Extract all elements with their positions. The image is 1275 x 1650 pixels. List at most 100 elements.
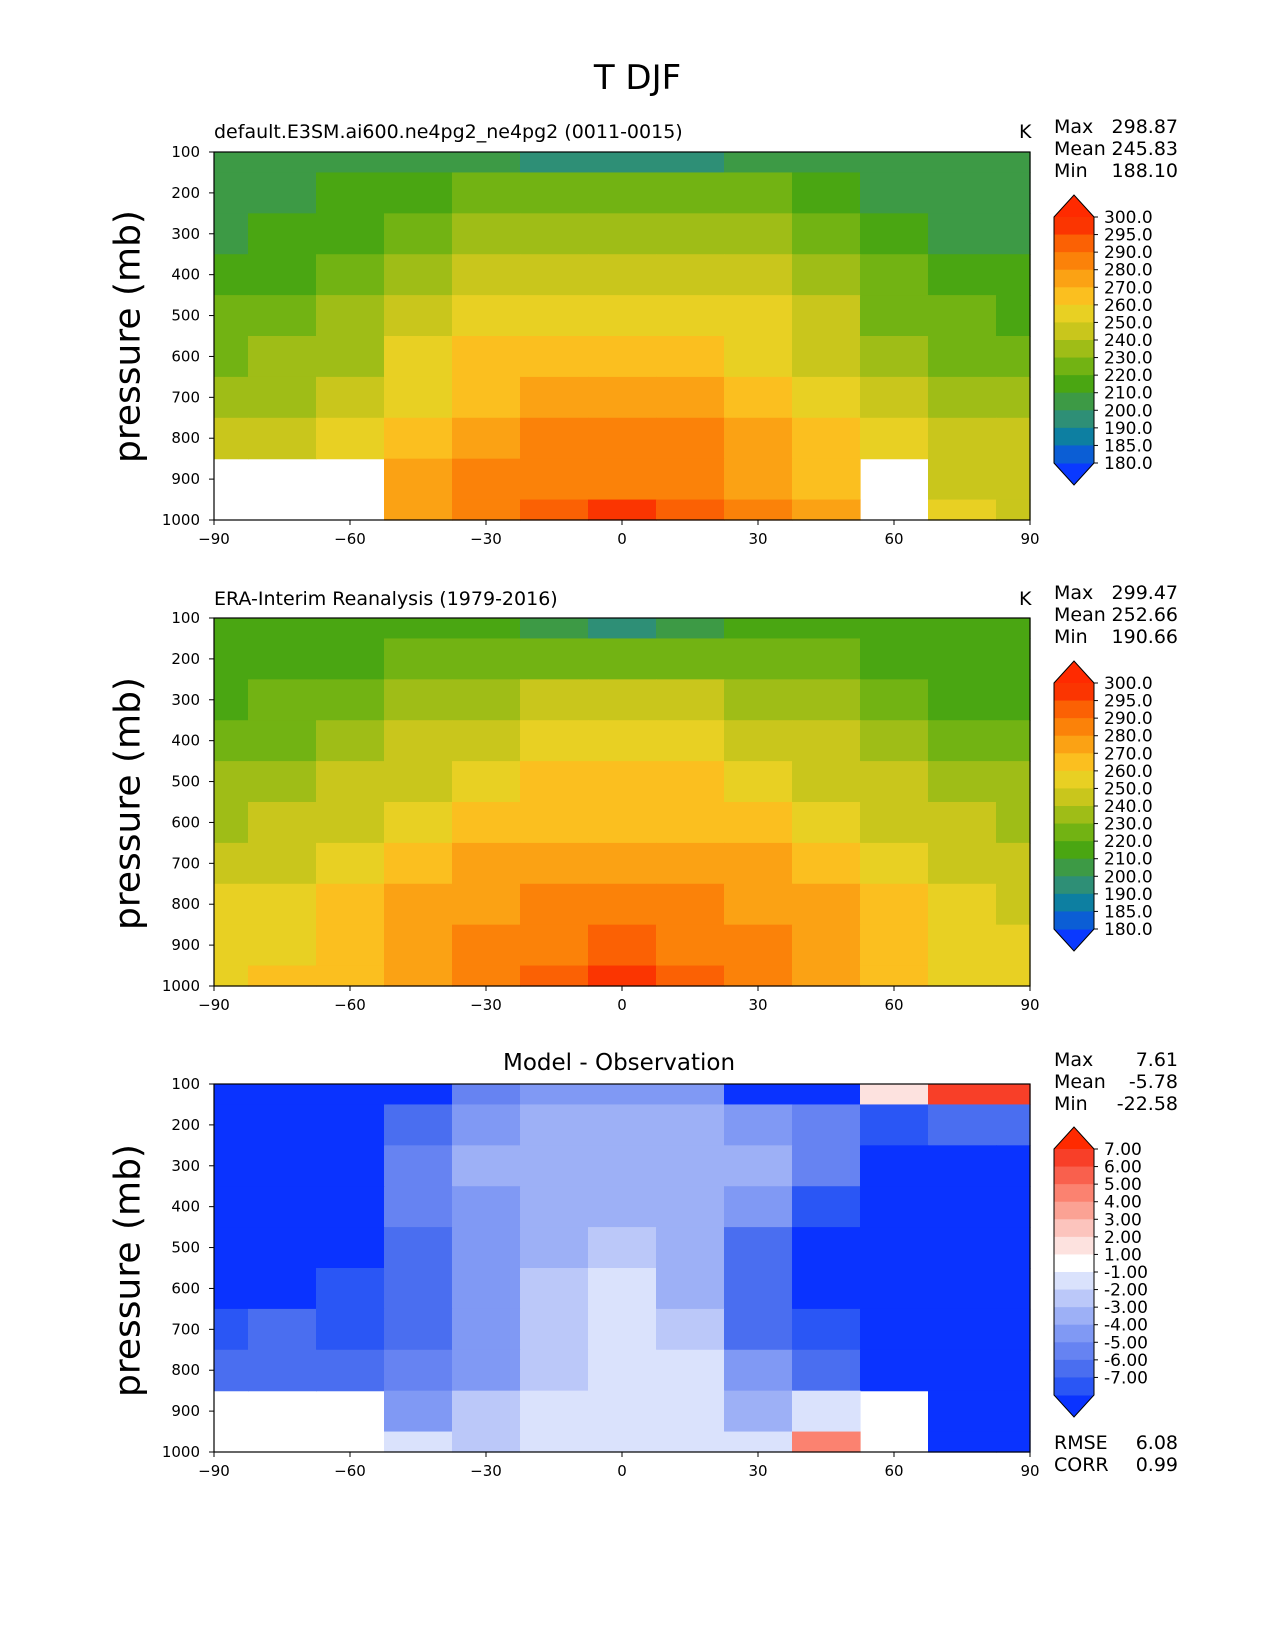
heatmap-cell xyxy=(452,618,521,640)
heatmap-cell xyxy=(996,1186,1031,1228)
heatmap-cell xyxy=(588,924,657,967)
heatmap-cell xyxy=(316,1145,385,1187)
colorbar-label: -1.00 xyxy=(1104,1263,1148,1283)
heatmap-cell xyxy=(928,172,997,214)
heatmap-cell xyxy=(520,152,589,174)
heatmap-cell xyxy=(520,1104,589,1146)
heatmap-cell xyxy=(996,417,1031,460)
heatmap-cell xyxy=(656,1227,725,1269)
y-tick-label: 800 xyxy=(171,429,200,447)
heatmap-cell xyxy=(520,618,589,640)
x-tick-label: −90 xyxy=(198,996,230,1014)
heatmap-cell xyxy=(248,172,317,214)
heatmap-cell xyxy=(214,213,249,255)
heatmap-cell xyxy=(792,254,861,296)
heatmap-cell xyxy=(724,618,793,640)
heatmap-cell xyxy=(928,638,997,680)
heatmap-cell xyxy=(248,152,317,174)
heatmap-cell xyxy=(316,1186,385,1228)
heatmap-cell xyxy=(588,1084,657,1106)
heatmap-cell xyxy=(452,1390,521,1433)
heatmap-cell xyxy=(316,417,385,460)
heatmap-cell xyxy=(214,924,249,967)
heatmap-cell xyxy=(452,254,521,296)
heatmap-cell xyxy=(588,1308,657,1351)
heatmap-cell xyxy=(316,883,385,926)
heatmap-cell xyxy=(452,295,521,337)
heatmap-cell xyxy=(724,458,793,501)
x-tick-label: 30 xyxy=(748,1462,767,1480)
heatmap-panel-3: −90 −60 −30 0 30 60 90 100 200 300 400 500 600 700 800… xyxy=(162,1075,1040,1480)
heatmap-cell xyxy=(588,720,657,762)
heatmap-cell xyxy=(656,336,725,378)
colorbar-label: 180.0 xyxy=(1104,920,1153,940)
heatmap-cell xyxy=(724,1268,793,1310)
colorbar-segment xyxy=(1054,410,1094,429)
y-tick-label: 600 xyxy=(171,347,200,365)
heatmap-cell xyxy=(928,213,997,255)
heatmap-cell xyxy=(724,172,793,214)
heatmap-cell xyxy=(384,1390,453,1433)
heatmap-cell xyxy=(520,842,589,885)
heatmap-cell xyxy=(792,1349,861,1392)
heatmap-cell xyxy=(860,965,929,987)
heatmap-cell xyxy=(452,1145,521,1187)
heatmap-cell xyxy=(860,883,929,926)
heatmap-cell xyxy=(996,802,1031,844)
colorbar-label: -7.00 xyxy=(1104,1368,1148,1388)
heatmap-cell xyxy=(724,1308,793,1351)
heatmap-cell xyxy=(996,254,1031,296)
colorbar-label: 295.0 xyxy=(1104,226,1153,246)
heatmap-cell xyxy=(724,1084,793,1106)
heatmap-cell xyxy=(860,1227,929,1269)
colorbar-segment xyxy=(1054,841,1094,860)
heatmap-cell xyxy=(452,1268,521,1310)
colorbar-extend-max xyxy=(1054,1127,1094,1149)
colorbar-segment xyxy=(1054,1272,1094,1291)
heatmap-cell xyxy=(792,499,861,521)
heatmap-cell xyxy=(316,295,385,337)
colorbar-segment xyxy=(1054,1219,1094,1238)
heatmap-cell xyxy=(724,254,793,296)
panel-3-stats: Max 7.61 Mean -5.78 Min -22.58 xyxy=(1054,1049,1178,1115)
colorbar-label: 230.0 xyxy=(1104,349,1153,369)
colorbar-segment xyxy=(1054,1254,1094,1273)
colorbar-outline xyxy=(1053,1126,1095,1418)
heatmap-cell xyxy=(996,965,1031,987)
x-tick-label: 0 xyxy=(617,996,627,1014)
colorbar-extend-max xyxy=(1054,661,1094,683)
heatmap-cell xyxy=(452,1186,521,1228)
colorbar-1: 300.0295.0290.0280.0270.0260.0250.0240.0… xyxy=(1053,194,1153,486)
panel-3-title: Model - Observation xyxy=(503,1050,736,1076)
heatmap-cell xyxy=(928,679,997,721)
colorbar-segment xyxy=(1054,718,1094,737)
heatmap-cell xyxy=(248,842,317,885)
heatmap-cell xyxy=(928,1308,997,1351)
heatmap-cell xyxy=(316,254,385,296)
heatmap-cell xyxy=(214,720,249,762)
x-tick-label: −60 xyxy=(334,1462,366,1480)
heatmap-cell xyxy=(656,213,725,255)
heatmap-cell xyxy=(384,213,453,255)
heatmap-cell xyxy=(656,376,725,419)
heatmap-cell xyxy=(724,761,793,803)
y-tick-label: 300 xyxy=(171,225,200,243)
heatmap-cell xyxy=(792,376,861,419)
heatmap-cell xyxy=(656,254,725,296)
heatmap-cell xyxy=(452,842,521,885)
heatmap-cell xyxy=(384,1084,453,1106)
heatmap-cell xyxy=(248,1186,317,1228)
heatmap-cell xyxy=(384,336,453,378)
heatmap-cell xyxy=(248,883,317,926)
heatmap-cell xyxy=(656,1104,725,1146)
colorbar-label: 240.0 xyxy=(1104,797,1153,817)
heatmap-cell xyxy=(384,1145,453,1187)
heatmap-cell xyxy=(214,1084,249,1106)
heatmap-cell xyxy=(656,1186,725,1228)
heatmap-cell xyxy=(656,618,725,640)
heatmap-cell xyxy=(214,679,249,721)
heatmap-cell xyxy=(520,1227,589,1269)
heatmap-cell xyxy=(792,1104,861,1146)
heatmap-cell xyxy=(520,213,589,255)
colorbar-label: 7.00 xyxy=(1104,1140,1142,1160)
